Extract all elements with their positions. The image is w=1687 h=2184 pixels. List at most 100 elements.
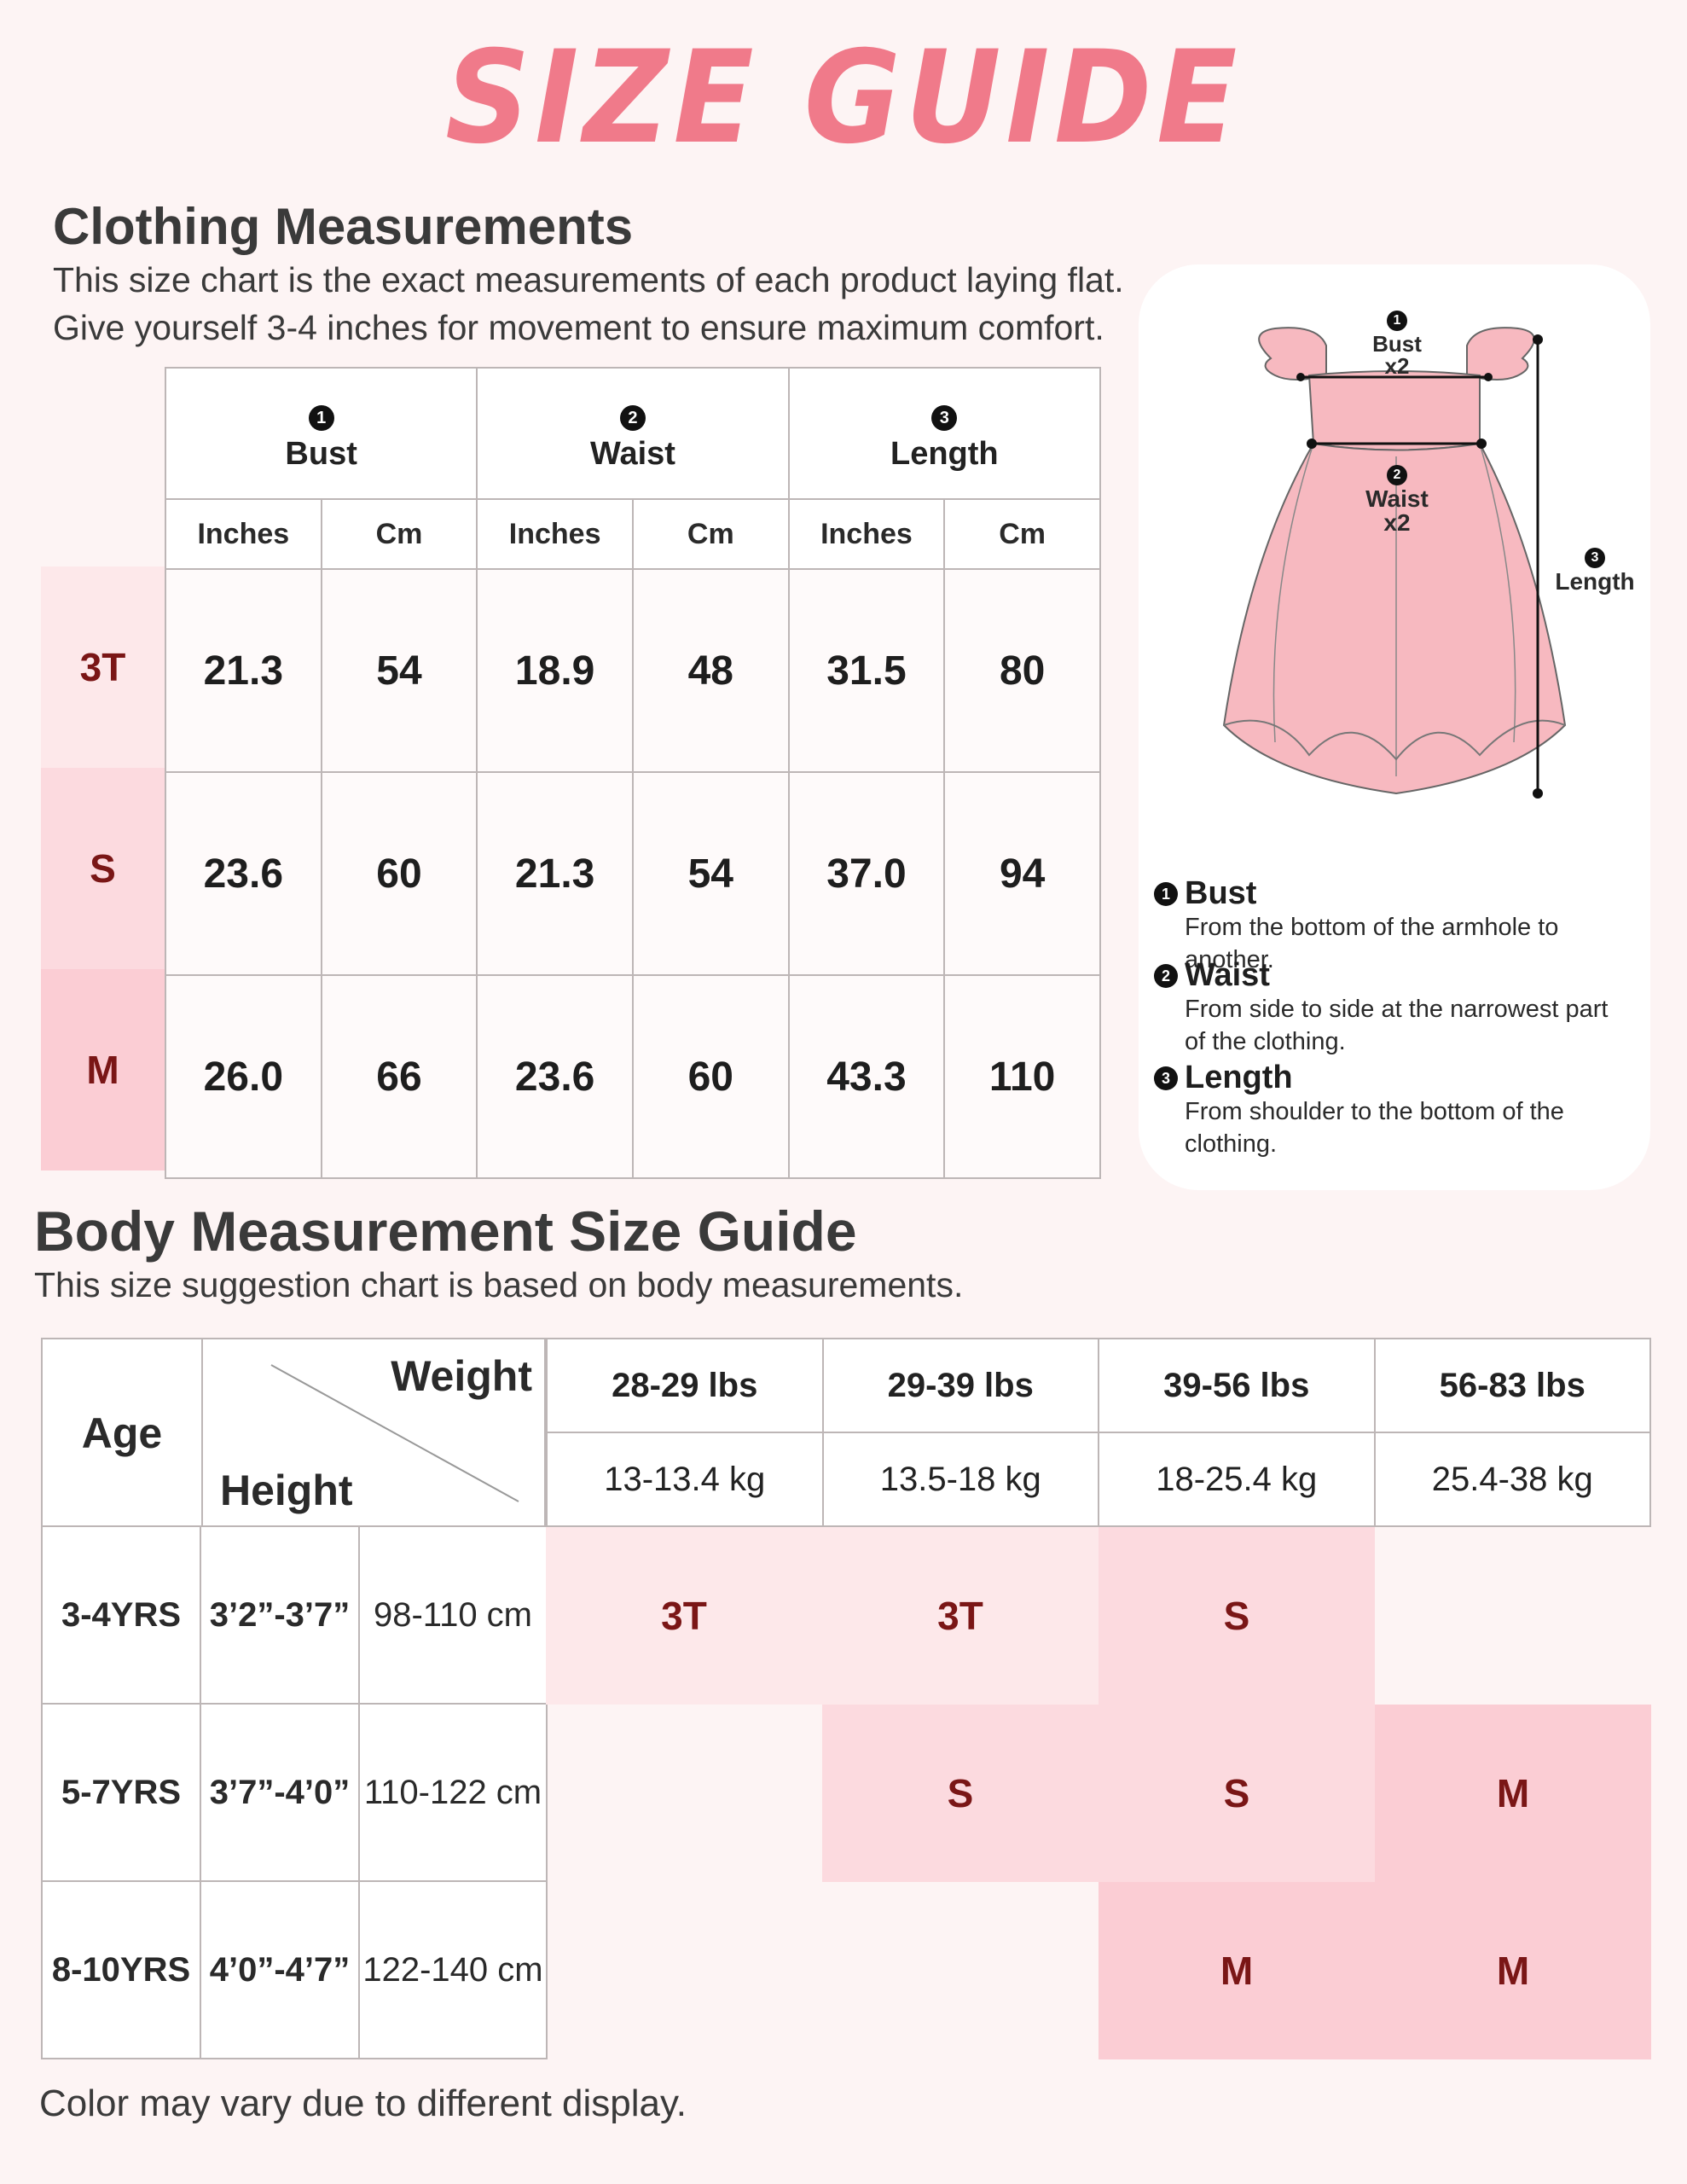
waist-marker-label: Waist (1365, 485, 1429, 512)
length-marker-label: Length (1555, 568, 1635, 595)
number-badge: 3 (931, 404, 958, 431)
weight-header-table: 28-29 lbs 29-39 lbs 39-56 lbs 56-83 lbs … (546, 1338, 1651, 1527)
table-row: 8-10YRS 4’0”-4’7” 122-140 cm (41, 1880, 548, 2059)
weight-lbs-header: 39-56 lbs (1098, 1338, 1376, 1433)
table-cell: 37.0 (787, 771, 946, 976)
number-badge: 1 (308, 404, 334, 431)
table-row: 26.0 66 23.6 60 43.3 110 (165, 974, 1101, 1179)
diagonal-divider (270, 1364, 519, 1502)
clothing-desc-1: This size chart is the exact measurement… (53, 260, 1124, 299)
definition-title: Length (1185, 1060, 1293, 1095)
table-cell: 26.0 (165, 974, 322, 1179)
size-cell (822, 1882, 1099, 2059)
table-row: 21.3 54 18.9 48 31.5 80 (165, 568, 1101, 773)
size-cell: S (1099, 1705, 1375, 1882)
definition-length: 3 Length From shoulder to the bottom of t… (1154, 1060, 1640, 1160)
bust-multiplier: x2 (1384, 353, 1410, 379)
definition-text: From shoulder to the bottom of the cloth… (1185, 1098, 1564, 1158)
number-badge: 1 (1387, 311, 1407, 331)
table-cell: 21.3 (165, 568, 322, 773)
size-cell (1375, 1527, 1651, 1705)
body-heading: Body Measurement Size Guide (34, 1199, 857, 1263)
weight-kg-header: 13.5-18 kg (821, 1432, 1099, 1527)
number-badge: 1 (1154, 881, 1178, 906)
unit-header: Cm (320, 498, 478, 570)
table-cell: 66 (320, 974, 478, 1179)
size-cell: M (1375, 1705, 1651, 1882)
unit-header: Cm (631, 498, 790, 570)
clothing-size-m: M (41, 969, 165, 1170)
table-cell: 94 (943, 771, 1101, 976)
number-badge: 3 (1154, 1066, 1178, 1090)
bust-marker: 1 Bust x2 (1333, 305, 1461, 377)
waist-multiplier: x2 (1383, 509, 1411, 536)
weight-kg-header: 13-13.4 kg (546, 1432, 824, 1527)
height-ft-cell: 3’2”-3’7” (200, 1525, 360, 1705)
clothing-desc-2: Give yourself 3-4 inches for movement to… (53, 308, 1104, 347)
height-cm-cell: 122-140 cm (358, 1880, 548, 2059)
size-cell: M (1375, 1882, 1651, 2059)
length-header: 3 Length (787, 367, 1102, 500)
table-cell: 110 (943, 974, 1101, 1179)
clothing-size-3t: 3T (41, 566, 165, 768)
table-cell: 54 (631, 771, 790, 976)
page-title: SIZE GUIDE (445, 24, 1242, 172)
length-label: Length (890, 435, 999, 472)
number-badge: 2 (619, 404, 646, 431)
height-label: Height (220, 1467, 353, 1514)
number-badge: 3 (1585, 548, 1605, 568)
table-cell: 23.6 (165, 771, 322, 976)
definition-title: Waist (1185, 957, 1270, 993)
table-cell: 48 (631, 568, 790, 773)
clothing-heading: Clothing Measurements (53, 198, 634, 255)
definition-title: Bust (1185, 875, 1257, 911)
height-ft-cell: 4’0”-4’7” (200, 1880, 360, 2059)
weight-lbs-header: 29-39 lbs (821, 1338, 1099, 1433)
definition-waist: 2 Waist From side to side at the narrowes… (1154, 957, 1640, 1058)
weight-kg-header: 18-25.4 kg (1098, 1432, 1376, 1527)
height-ft-cell: 3’7”-4’0” (200, 1703, 360, 1882)
age-cell: 8-10YRS (41, 1880, 201, 2059)
body-table-header: Age Weight Height (41, 1338, 546, 1527)
unit-header: Inches (787, 498, 946, 570)
unit-header: Inches (476, 498, 634, 570)
table-cell: 60 (631, 974, 790, 1179)
bust-header: 1 Bust (164, 367, 478, 500)
size-cell: M (1099, 1882, 1375, 2059)
clothing-size-s: S (41, 768, 165, 969)
table-cell: 60 (320, 771, 478, 976)
waist-header: 2 Waist (476, 367, 790, 500)
table-row: 3-4YRS 3’2”-3’7” 98-110 cm (41, 1525, 548, 1705)
height-cm-cell: 110-122 cm (358, 1703, 548, 1882)
waist-marker: 2 Waist x2 (1333, 459, 1461, 535)
size-suggestion-grid: 3T 3T S S S M M M (546, 1527, 1651, 2059)
size-cell: S (822, 1705, 1099, 1882)
definition-text: From the bottom of the armhole to anothe… (1185, 914, 1559, 973)
unit-header: Inches (165, 498, 322, 570)
measurement-panel: 1 Bust x2 2 Waist x2 3 Length 1 Bust From… (1139, 264, 1650, 1190)
age-cell: 3-4YRS (41, 1525, 201, 1705)
length-marker: 3 Length (1539, 542, 1650, 594)
footer-note: Color may vary due to different display. (39, 2082, 687, 2124)
bust-marker-label: Bust (1372, 331, 1422, 357)
number-badge: 2 (1387, 465, 1407, 485)
table-cell: 21.3 (476, 771, 634, 976)
bust-label: Bust (285, 435, 357, 472)
size-cell: 3T (546, 1527, 822, 1705)
table-cell: 31.5 (787, 568, 946, 773)
definition-bust: 1 Bust From the bottom of the armhole to … (1154, 875, 1640, 976)
weight-label: Weight (391, 1352, 532, 1400)
height-cm-cell: 98-110 cm (358, 1525, 548, 1705)
clothing-table: 1 Bust 2 Waist 3 Length Inches Cm Inches… (164, 367, 1102, 1179)
unit-header: Cm (943, 498, 1101, 570)
age-label: Age (81, 1409, 163, 1457)
table-cell: 80 (943, 568, 1101, 773)
dress-illustration (1222, 327, 1567, 799)
table-row: 23.6 60 21.3 54 37.0 94 (165, 771, 1101, 976)
definition-text: From side to side at the narrowest part … (1185, 996, 1609, 1055)
weight-kg-header: 25.4-38 kg (1373, 1432, 1651, 1527)
age-cell: 5-7YRS (41, 1703, 201, 1882)
body-desc: This size suggestion chart is based on b… (34, 1265, 964, 1304)
weight-lbs-header: 56-83 lbs (1373, 1338, 1651, 1433)
size-cell: 3T (822, 1527, 1099, 1705)
